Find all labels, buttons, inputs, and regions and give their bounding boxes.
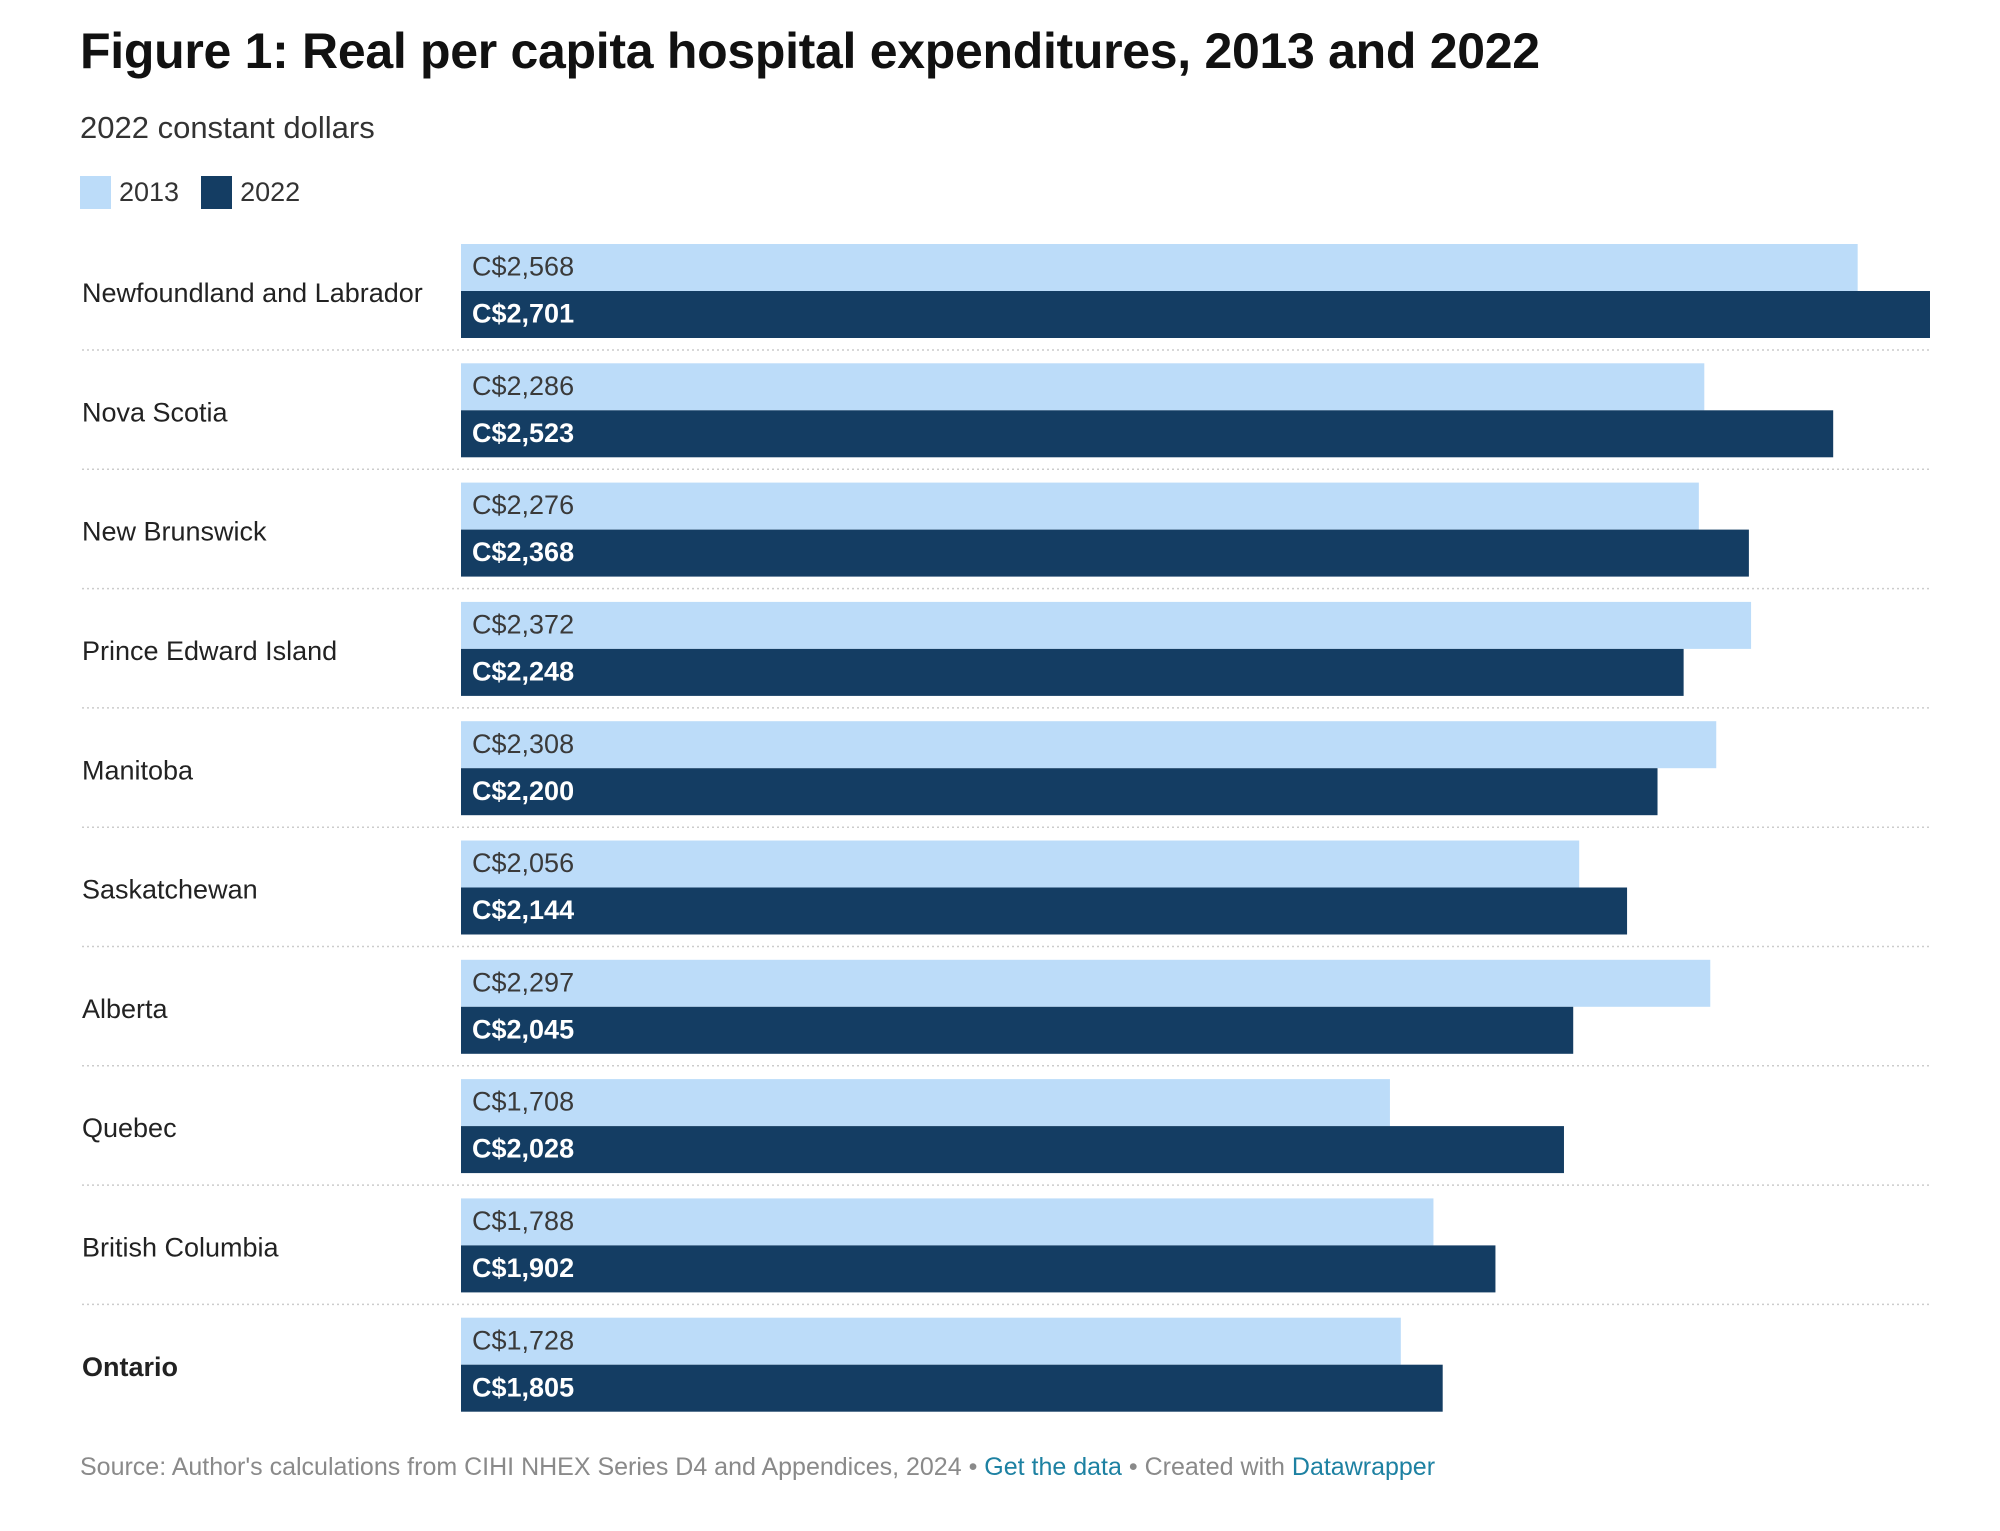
data-label-2022: C$2,045: [472, 1014, 574, 1044]
data-label-2013: C$2,297: [472, 967, 574, 997]
category-label: New Brunswick: [82, 517, 267, 547]
bar-2022: [461, 529, 1749, 577]
chart-title: Figure 1: Real per capita hospital expen…: [80, 23, 1540, 79]
source-footer: Source: Author's calculations from CIHI …: [80, 1453, 1435, 1482]
bar-2013: [461, 721, 1717, 769]
data-label-2022: C$2,523: [472, 418, 574, 448]
legend-swatch-2013: [80, 176, 111, 209]
bar-group: Saskatchewan C$2,056 C$2,144: [82, 840, 1930, 948]
bar-2022: [461, 291, 1930, 338]
data-label-2013: C$1,788: [472, 1206, 574, 1236]
footer-separator: •: [968, 1453, 978, 1481]
bar-2013: [461, 959, 1711, 1007]
get-the-data-link[interactable]: Get the data: [984, 1453, 1122, 1481]
bar-group: Quebec C$1,708 C$2,028: [82, 1079, 1930, 1186]
bar-2022: [461, 1364, 1443, 1412]
category-label: Prince Edward Island: [82, 636, 337, 666]
bar-2013: [461, 601, 1752, 649]
category-label: British Columbia: [82, 1233, 280, 1263]
data-label-2022: C$2,701: [472, 299, 574, 329]
bar-2013: [461, 1198, 1434, 1246]
data-label-2022: C$2,144: [472, 895, 574, 925]
category-label: Saskatchewan: [82, 875, 258, 905]
bar-2022: [461, 887, 1628, 935]
category-label: Nova Scotia: [82, 397, 229, 427]
data-label-2022: C$1,902: [472, 1253, 574, 1283]
bar-2013: [461, 1079, 1390, 1127]
data-label-2013: C$2,276: [472, 490, 574, 520]
bar-2022: [461, 648, 1684, 696]
bar-group: Nova Scotia C$2,286 C$2,523: [82, 363, 1930, 471]
chart-subtitle: 2022 constant dollars: [80, 110, 375, 145]
datawrapper-link[interactable]: Datawrapper: [1291, 1453, 1436, 1481]
source-text: Source: Author's calculations from CIHI …: [80, 1453, 962, 1481]
bar-2013: [461, 1317, 1401, 1365]
bar-chart: Newfoundland and LabradorC$2,568C$2,701N…: [82, 244, 1930, 1412]
bar-group: Manitoba C$2,308 C$2,200: [82, 721, 1930, 828]
category-label: Alberta: [82, 994, 169, 1024]
data-label-2013: C$2,056: [472, 848, 574, 878]
data-label-2022: C$2,248: [472, 657, 574, 687]
bar-group: Alberta C$2,297 C$2,045: [82, 959, 1930, 1067]
data-label-2013: C$2,568: [472, 252, 574, 282]
bar-2022: [461, 1245, 1496, 1293]
category-label: Manitoba: [82, 755, 194, 785]
data-label-2022: C$2,368: [472, 537, 574, 567]
legend: 2013 2022: [80, 176, 322, 209]
category-label: Ontario: [82, 1352, 178, 1382]
data-label-2022: C$1,805: [472, 1372, 574, 1402]
bar-2013: [461, 840, 1580, 888]
bar-2022: [461, 768, 1658, 816]
data-label-2013: C$2,308: [472, 729, 574, 759]
data-label-2013: C$2,286: [472, 371, 574, 401]
data-label-2022: C$2,200: [472, 776, 574, 806]
legend-swatch-2022: [201, 176, 233, 209]
legend-item-2013: 2013: [80, 176, 179, 209]
bar-2022: [461, 410, 1834, 458]
data-label-2013: C$1,708: [472, 1087, 574, 1117]
legend-label-2022: 2022: [240, 177, 301, 207]
bar-group: New Brunswick C$2,276 C$2,368: [82, 482, 1930, 590]
bar-2022: [461, 1006, 1574, 1054]
bar-group: Prince Edward Island C$2,372 C$2,248: [82, 601, 1930, 709]
footer-separator-2: •: [1128, 1453, 1138, 1481]
category-label: Newfoundland and Labrador: [82, 278, 423, 308]
data-label-2013: C$1,728: [472, 1325, 574, 1355]
bar-2013: [461, 363, 1705, 411]
data-label-2013: C$2,372: [472, 610, 574, 640]
legend-label-2013: 2013: [119, 177, 180, 207]
bar-group: British Columbia C$1,788 C$1,902: [82, 1198, 1930, 1306]
bar-2013: [461, 244, 1858, 291]
bar-group: Newfoundland and Labrador C$2,568 C$2,701: [82, 244, 1930, 351]
data-label-2022: C$2,028: [472, 1134, 574, 1164]
created-with-text: Created with: [1144, 1453, 1285, 1481]
category-label: Quebec: [82, 1113, 177, 1143]
legend-item-2022: 2022: [201, 176, 300, 209]
bar-2013: [461, 482, 1699, 530]
bar-group: Ontario C$1,728 C$1,805: [82, 1317, 1443, 1412]
bar-2022: [461, 1126, 1564, 1174]
